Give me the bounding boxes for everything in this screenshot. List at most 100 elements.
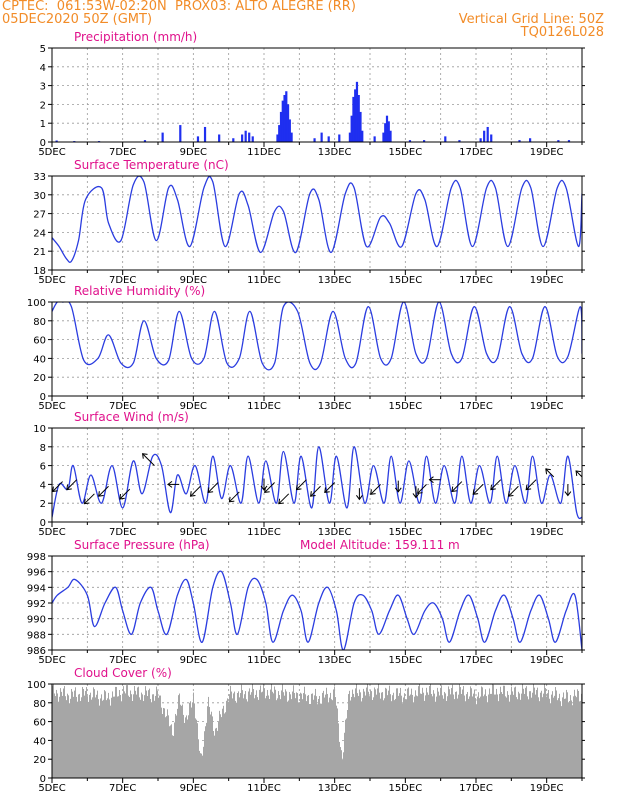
cloud-bar: [306, 701, 307, 778]
cloud-bar: [351, 696, 352, 778]
cloud-bar: [467, 691, 468, 778]
cloud-bar: [330, 692, 331, 778]
cloud-bar: [121, 701, 122, 778]
cloud-bar: [287, 701, 288, 778]
cloud-bar: [425, 695, 426, 778]
precip-bar: [251, 136, 254, 142]
cloud-bar: [269, 699, 270, 778]
temp-title: Surface Temperature (nC): [74, 158, 229, 172]
precip-bar: [143, 140, 147, 142]
cloud-bar: [248, 691, 249, 778]
cloud-bar: [67, 693, 68, 778]
cloud-bar: [302, 699, 303, 778]
cloud-bar: [346, 718, 347, 778]
x-tick-label: 15DEC: [388, 655, 422, 666]
cloud-bar: [100, 698, 101, 778]
cloud-bar: [449, 689, 450, 778]
cloud-bar: [90, 692, 91, 778]
cloud-bar: [369, 696, 370, 778]
cloud-bar: [340, 747, 341, 778]
cloud-bar: [91, 699, 92, 778]
cloud-bar: [97, 690, 98, 778]
cloud-bar: [465, 701, 466, 778]
cloud-bar: [107, 698, 108, 778]
cloud-bar: [281, 690, 282, 778]
cloud-bar: [150, 698, 151, 778]
cloud-bar: [573, 696, 574, 778]
cloud-bar: [384, 698, 385, 778]
wind-arrow: [525, 479, 537, 490]
x-tick-label: 11DEC: [247, 655, 281, 666]
x-tick-label: 9DEC: [180, 401, 207, 412]
cloud-bar: [560, 701, 561, 778]
cloud-bar: [408, 687, 409, 778]
wind-arrow: [66, 479, 78, 490]
cloud-bar: [370, 689, 371, 778]
cloud-bar: [576, 697, 577, 778]
pres-line: [52, 570, 582, 650]
cloud-bar: [376, 694, 377, 778]
grid-line-info: Vertical Grid Line: 50Z: [458, 12, 604, 27]
cloud-bar: [335, 697, 336, 778]
cloud-bar: [220, 714, 221, 778]
cloud-bar: [264, 688, 265, 778]
cloud-bar: [186, 715, 187, 778]
cloud-bar: [143, 701, 144, 778]
cloud-bar: [58, 701, 59, 778]
x-tick-label: 7DEC: [109, 527, 136, 538]
cloud-bar: [391, 701, 392, 778]
cloud-bar: [481, 686, 482, 778]
cloud-bar: [54, 693, 55, 778]
cloud-bar: [428, 694, 429, 778]
precip-bar: [486, 126, 489, 142]
cloud-bar: [299, 702, 300, 778]
cloud-bar: [108, 692, 109, 778]
cloud-bar: [255, 694, 256, 778]
cloud-bar: [133, 694, 134, 778]
cloud-bar: [445, 693, 446, 778]
precip-bar: [567, 140, 571, 142]
y-tick-label: 40: [33, 354, 46, 365]
cloud-bar: [213, 731, 214, 778]
cloud-bar: [300, 692, 301, 778]
cloud-bar: [266, 695, 267, 778]
precip-bar: [387, 121, 390, 142]
wind-line: [52, 446, 582, 520]
cloud-bar: [536, 689, 537, 778]
cloud-bar: [88, 701, 89, 778]
cloud-bar: [516, 697, 517, 778]
y-tick-label: 8: [40, 443, 46, 454]
cloud-bar: [279, 695, 280, 778]
cloud-bar: [556, 690, 557, 778]
precip-bar: [276, 134, 279, 142]
cloud-bar: [418, 686, 419, 778]
y-tick-label: 10: [33, 424, 46, 435]
precip-bar: [179, 125, 182, 142]
cloud-bar: [129, 697, 130, 778]
cloud-bar: [278, 691, 279, 778]
cloud-bar: [181, 705, 182, 778]
cloud-bar: [132, 700, 133, 778]
x-tick-label: 15DEC: [388, 527, 422, 538]
cloud-bar: [549, 698, 550, 778]
cloud-bar: [204, 731, 205, 778]
cloud-bar: [471, 688, 472, 778]
cloud-bar: [134, 686, 135, 778]
cloud-bar: [462, 689, 463, 778]
cloud-bar: [438, 691, 439, 778]
cloud-bar: [396, 688, 397, 778]
cloud-bar: [86, 687, 87, 778]
cloud-bar: [245, 691, 246, 778]
cloud-bar: [411, 688, 412, 778]
cloud-bar: [567, 692, 568, 778]
wind-arrowhead: [417, 488, 423, 494]
cloud-bar: [499, 693, 500, 778]
cloud-bar: [83, 688, 84, 778]
precip-bar: [232, 138, 235, 142]
wind-arrowhead: [207, 487, 214, 494]
precip-bar: [373, 136, 376, 142]
y-tick-label: 988: [27, 630, 46, 641]
cloud-bar: [236, 702, 237, 778]
plot-frame: [51, 47, 583, 143]
